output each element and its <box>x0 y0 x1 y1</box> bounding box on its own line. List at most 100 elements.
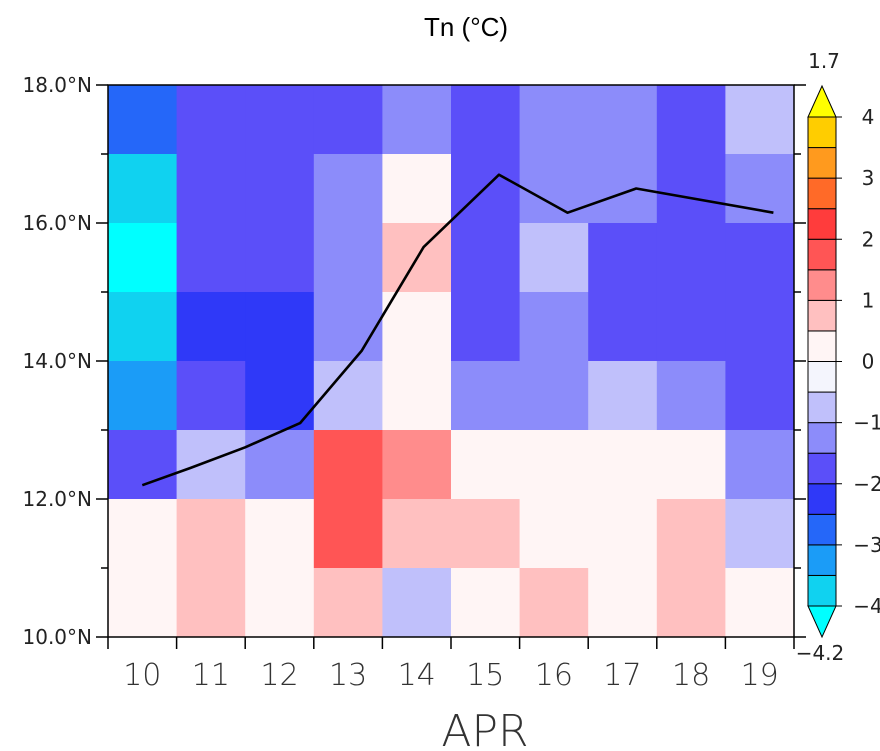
y-tick-label: 18.0°N <box>23 73 93 97</box>
colorbar-label: 2 <box>862 227 875 251</box>
heatmap-cell <box>108 430 178 500</box>
heatmap-cell <box>519 499 589 569</box>
heatmap-cell <box>313 499 383 569</box>
colorbar-box <box>807 238 837 271</box>
x-axis-label: APR <box>441 706 528 751</box>
heatmap-cell <box>451 223 521 293</box>
x-tick-label: 11 <box>192 658 230 693</box>
heatmap-cell <box>108 223 178 293</box>
heatmap-cell <box>656 85 726 155</box>
heatmap-cell <box>313 154 383 224</box>
colorbar-box <box>807 513 837 546</box>
heatmap-cell <box>519 430 589 500</box>
heatmap-cell <box>725 85 795 155</box>
colorbar-box <box>807 361 837 393</box>
heatmap-cell <box>588 499 658 569</box>
x-tick-label: 15 <box>466 658 504 693</box>
heatmap-cell <box>588 430 658 500</box>
x-tick-label: 14 <box>398 658 436 693</box>
heatmap-cell <box>108 361 178 431</box>
heatmap-cell <box>656 154 726 224</box>
heatmap-cell <box>245 154 315 224</box>
heatmap-cell <box>725 223 795 293</box>
x-tick-label: 13 <box>329 658 367 693</box>
heatmap-cell <box>176 85 246 155</box>
heatmap-cell <box>451 292 521 362</box>
heatmap-cell <box>656 568 726 638</box>
colorbar-label: −1 <box>853 411 880 435</box>
heatmap-cell <box>382 85 452 155</box>
colorbar-max-label: 1.7 <box>808 49 840 73</box>
heatmap-cell <box>176 499 246 569</box>
heatmap-cell <box>382 154 452 224</box>
heatmap-cell <box>245 223 315 293</box>
heatmap-cell <box>176 430 246 500</box>
colorbar-box <box>807 483 837 515</box>
chart-title: Tn (°C) <box>424 12 508 42</box>
colorbar-box <box>807 147 837 179</box>
colorbar-box <box>807 544 837 576</box>
heatmap-cell <box>656 361 726 431</box>
trend-line-layer <box>141 173 774 487</box>
colorbar-label: 3 <box>862 166 875 190</box>
heatmap-cell <box>725 292 795 362</box>
heatmap-cell <box>245 568 315 638</box>
heatmap-cell <box>725 154 795 224</box>
heatmap-cell <box>451 430 521 500</box>
y-tick-label: 16.0°N <box>23 211 93 235</box>
colorbar-box <box>807 391 837 424</box>
x-tick-label: 12 <box>260 658 298 693</box>
heatmap-cell <box>725 430 795 500</box>
heatmap-cell <box>519 361 589 431</box>
x-tick-label: 18 <box>672 658 710 693</box>
heatmap-cell <box>382 499 452 569</box>
heatmap-cell <box>313 430 383 500</box>
colorbar-min-label: −4.2 <box>796 641 845 665</box>
heatmap-cell <box>245 499 315 569</box>
heatmap-cell <box>519 223 589 293</box>
colorbar-min-triangle <box>807 605 837 639</box>
heatmap-cell <box>245 292 315 362</box>
heatmap-cell <box>656 292 726 362</box>
heatmap-cell <box>176 292 246 362</box>
colorbar-label: 0 <box>862 350 875 374</box>
colorbar-label: −3 <box>853 533 880 557</box>
heatmap-cell <box>313 223 383 293</box>
heatmap-cell <box>588 568 658 638</box>
heatmap-cell <box>176 223 246 293</box>
colorbar-box <box>807 330 837 362</box>
heatmap-cells <box>108 85 795 638</box>
heatmap-cell <box>656 223 726 293</box>
heatmap-cell <box>725 499 795 569</box>
heatmap-cell <box>588 361 658 431</box>
heatmap-cell <box>588 292 658 362</box>
heatmap-cell <box>451 568 521 638</box>
heatmap-cell <box>176 361 246 431</box>
x-tick-label: 17 <box>603 658 641 693</box>
heatmap-cell <box>108 292 178 362</box>
heatmap-cell <box>519 568 589 638</box>
colorbar-box <box>807 269 837 301</box>
colorbar-label: 1 <box>862 288 875 312</box>
heatmap-cell <box>108 568 178 638</box>
heatmap-cell <box>519 292 589 362</box>
colorbar-label: −4 <box>853 594 880 618</box>
colorbar-box <box>807 299 837 332</box>
colorbar-label: 4 <box>862 105 875 129</box>
heatmap-cell <box>656 430 726 500</box>
heatmap-cell <box>313 292 383 362</box>
y-tick-label: 12.0°N <box>23 487 93 511</box>
colorbar-box <box>807 116 837 149</box>
colorbar-box <box>807 452 837 485</box>
colorbar-box <box>807 177 837 210</box>
heatmap-cell <box>245 85 315 155</box>
trend-line <box>141 173 774 487</box>
heatmap-cell <box>382 568 452 638</box>
heatmap-cell <box>382 361 452 431</box>
heatmap-cell <box>451 85 521 155</box>
heatmap-cell <box>313 568 383 638</box>
heatmap-cell <box>176 154 246 224</box>
colorbar-label: −2 <box>853 472 880 496</box>
heatmap-cell <box>519 154 589 224</box>
x-tick-label: 19 <box>741 658 779 693</box>
